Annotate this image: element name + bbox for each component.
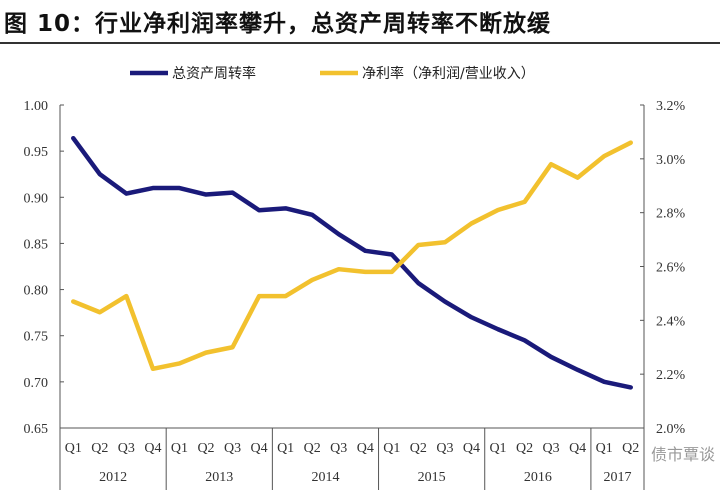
x-tick-label: Q3 — [436, 441, 453, 456]
series-line-1 — [71, 140, 633, 372]
year-label: 2015 — [418, 470, 446, 485]
year-label: 2017 — [603, 470, 631, 485]
watermark: 债市覃谈 — [651, 445, 716, 464]
x-tick-label: Q2 — [304, 441, 321, 456]
legend-label-1: 净利率（净利润/营业收入） — [362, 65, 535, 82]
x-tick-label: Q4 — [144, 441, 161, 456]
right-tick-label: 2.6% — [656, 261, 686, 276]
x-tick-label: Q3 — [118, 441, 135, 456]
title-divider — [0, 42, 720, 44]
right-tick-label: 2.4% — [656, 314, 686, 329]
x-tick-label: Q1 — [65, 441, 82, 456]
series-line-0 — [71, 135, 633, 390]
x-tick-label: Q1 — [277, 441, 294, 456]
x-tick-label: Q2 — [410, 441, 427, 456]
left-tick-label: 0.65 — [24, 422, 49, 437]
left-tick-label: 0.85 — [24, 237, 49, 252]
left-tick-label: 0.70 — [24, 376, 49, 391]
legend-label-0: 总资产周转率 — [172, 65, 256, 82]
year-label: 2013 — [205, 470, 233, 485]
right-tick-label: 2.8% — [656, 207, 686, 222]
x-tick-label: Q3 — [224, 441, 241, 456]
year-label: 2016 — [524, 470, 552, 485]
left-tick-label: 0.80 — [24, 284, 49, 299]
x-tick-label: Q2 — [197, 441, 214, 456]
x-tick-label: Q4 — [251, 441, 268, 456]
x-tick-label: Q3 — [330, 441, 347, 456]
x-tick-label: Q2 — [91, 441, 108, 456]
x-tick-label: Q4 — [569, 441, 586, 456]
left-tick-label: 0.75 — [24, 330, 49, 345]
left-tick-label: 1.00 — [24, 99, 49, 114]
x-tick-label: Q2 — [516, 441, 533, 456]
year-label: 2014 — [311, 470, 339, 485]
right-tick-label: 3.0% — [656, 153, 686, 168]
x-tick-label: Q4 — [357, 441, 374, 456]
x-tick-label: Q1 — [596, 441, 613, 456]
left-tick-label: 0.90 — [24, 191, 49, 206]
x-tick-label: Q1 — [383, 441, 400, 456]
x-tick-label: Q3 — [543, 441, 560, 456]
chart-title: 图 10：行业净利润率攀升，总资产周转率不断放缓 — [4, 11, 552, 37]
left-tick-label: 0.95 — [24, 145, 49, 160]
right-tick-label: 2.2% — [656, 368, 686, 383]
x-tick-label: Q2 — [622, 441, 639, 456]
x-tick-label: Q4 — [463, 441, 480, 456]
right-tick-label: 3.2% — [656, 99, 686, 114]
x-tick-label: Q1 — [489, 441, 506, 456]
x-tick-label: Q1 — [171, 441, 188, 456]
right-tick-label: 2.0% — [656, 422, 686, 437]
year-label: 2012 — [99, 470, 127, 485]
